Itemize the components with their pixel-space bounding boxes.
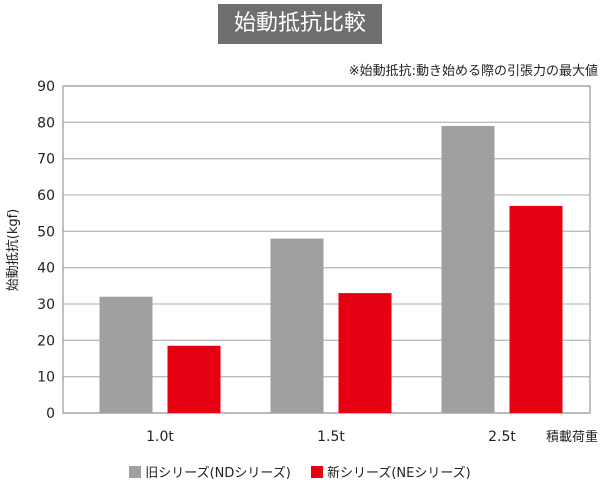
y-tick-label: 90 [37, 79, 55, 95]
x-tick-label: 2.5t [488, 429, 516, 445]
bar-2.5t-old [441, 125, 495, 413]
y-tick-label: 40 [37, 261, 55, 277]
legend: 旧シリーズ(NDシリーズ) 新シリーズ(NEシリーズ) [0, 462, 600, 481]
y-tick-label: 10 [37, 370, 55, 386]
bar-1.5t-old [270, 238, 324, 413]
bar-2.5t-new [509, 205, 563, 413]
y-tick-label: 50 [37, 224, 55, 240]
legend-swatch-old [129, 466, 142, 478]
plot-border [62, 85, 591, 414]
annotation-note: ※始動抵抗:動き始める際の引張力の最大値 [348, 64, 598, 79]
x-tick-label: 1.5t [317, 429, 345, 445]
y-tick-label: 70 [37, 152, 55, 168]
legend-item-old: 旧シリーズ(NDシリーズ) [129, 466, 291, 481]
legend-swatch-new [310, 466, 323, 478]
bar-1.5t-new [338, 293, 392, 413]
x-axis-label: 積載荷重 [546, 429, 598, 445]
legend-item-new: 新シリーズ(NEシリーズ) [310, 466, 471, 481]
y-tick-label: 80 [37, 115, 55, 131]
x-tick-label: 1.0t [146, 429, 174, 445]
bar-1.0t-new [167, 345, 221, 413]
y-tick-label: 60 [37, 188, 55, 204]
y-tick-label: 0 [46, 406, 55, 422]
y-tick-label: 30 [37, 297, 55, 313]
y-axis-label: 始動抵抗(kgf) [6, 209, 21, 292]
y-tick-label: 20 [37, 333, 55, 349]
legend-label-new: 新シリーズ(NEシリーズ) [326, 466, 471, 481]
bar-1.0t-old [99, 296, 153, 413]
legend-label-old: 旧シリーズ(NDシリーズ) [145, 466, 291, 481]
chart-title: 始動抵抗比較 [218, 4, 382, 44]
